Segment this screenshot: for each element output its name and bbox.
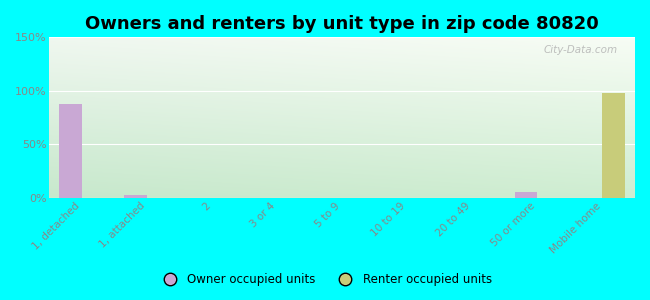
Bar [603,93,625,198]
Bar [124,195,147,198]
Text: City-Data.com: City-Data.com [543,45,618,56]
Bar [515,192,538,198]
Bar [59,103,82,198]
Title: Owners and renters by unit type in zip code 80820: Owners and renters by unit type in zip c… [85,15,599,33]
Legend: Owner occupied units, Renter occupied units: Owner occupied units, Renter occupied un… [153,269,497,291]
